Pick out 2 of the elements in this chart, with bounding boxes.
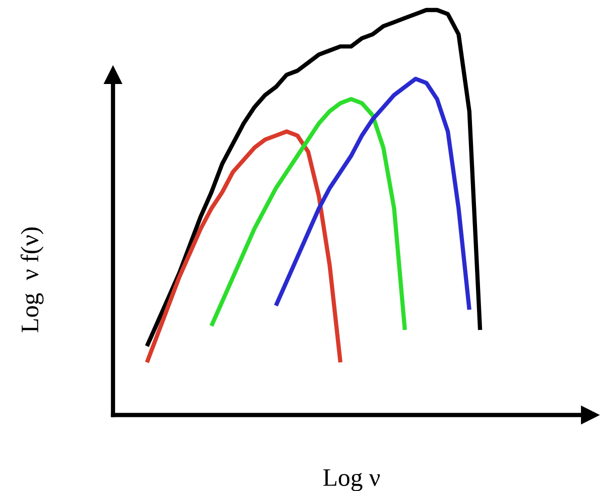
y-axis-title: Log ν f(ν): [20, 227, 44, 332]
x-axis-title: Log ν: [323, 469, 380, 491]
